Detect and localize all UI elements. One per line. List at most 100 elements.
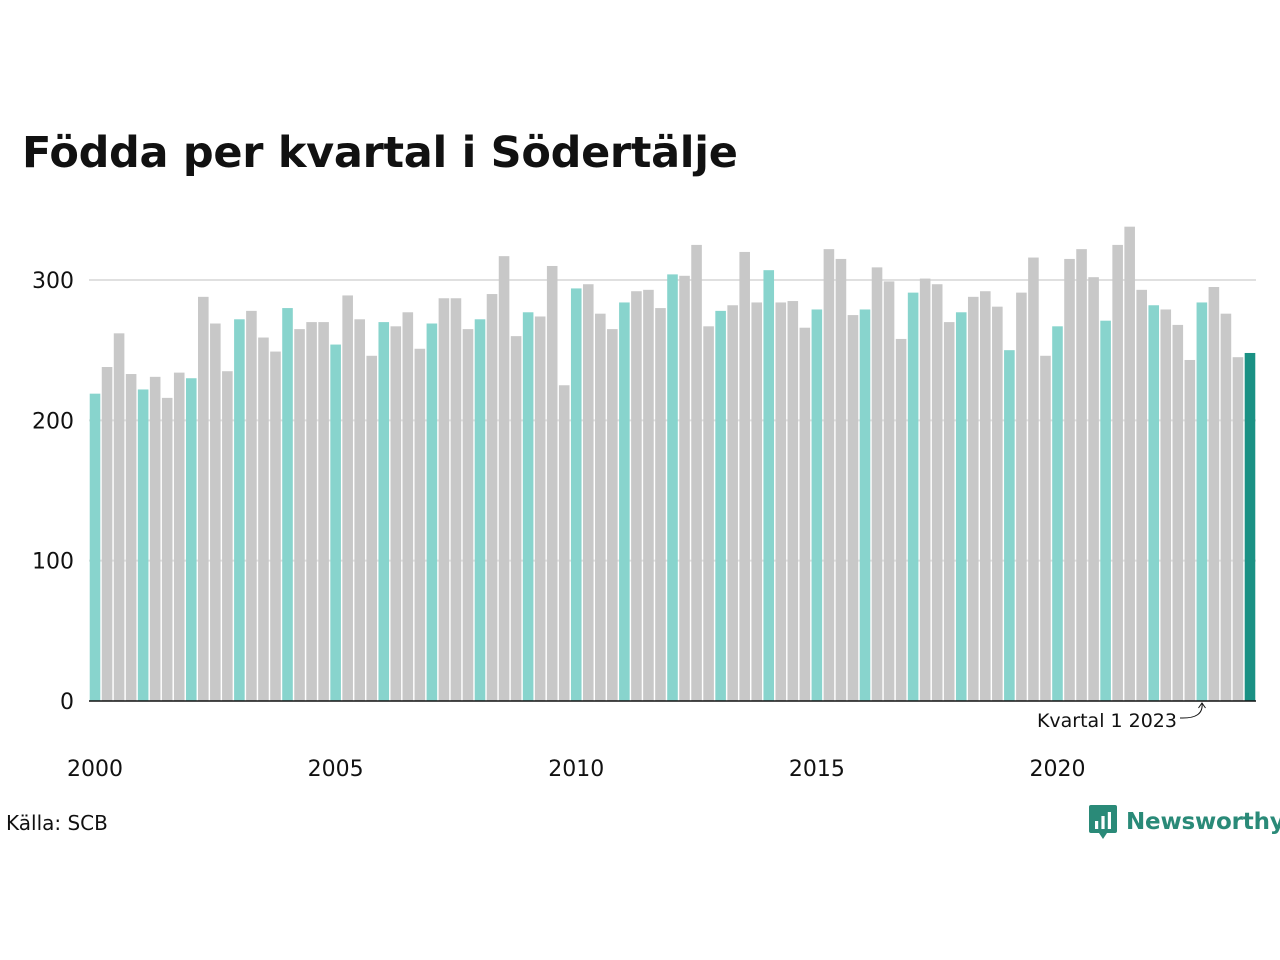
newsworthy-logo: Newsworthy xyxy=(1088,804,1280,840)
bar-2011-q3 xyxy=(643,289,654,701)
bar-2010-q2 xyxy=(582,284,594,701)
bar-2015-q2 xyxy=(823,249,835,702)
bar-2013-q2 xyxy=(727,305,738,701)
y-tick-label: 100 xyxy=(32,550,74,575)
bar-2001-q4 xyxy=(173,372,185,701)
bar-2023-q3 xyxy=(1220,313,1232,701)
bar-2019-q4 xyxy=(1040,355,1051,701)
bar-2005-q4 xyxy=(366,355,378,701)
bar-2018-q3 xyxy=(980,291,991,701)
bar-2009-q2 xyxy=(534,316,546,701)
chart-title: Födda per kvartal i Södertälje xyxy=(22,128,738,178)
bar-2023-q4 xyxy=(1232,357,1244,701)
bar-2015-q3 xyxy=(835,258,847,701)
bar-2022-q1 xyxy=(1148,305,1160,701)
bar-2005-q2 xyxy=(342,295,353,701)
bar-2023-q2 xyxy=(1208,287,1220,701)
bar-2019-q2 xyxy=(1016,292,1027,701)
bar-2013-q1 xyxy=(715,310,726,701)
bar-2015-q1 xyxy=(811,309,823,701)
bar-2014-q2 xyxy=(775,302,787,701)
bar-2011-q2 xyxy=(631,291,642,701)
bar-2003-q2 xyxy=(246,310,257,701)
bar-2018-q4 xyxy=(992,306,1003,701)
bar-2016-q1 xyxy=(859,309,871,701)
bar-2019-q1 xyxy=(1004,350,1015,701)
bar-2022-q2 xyxy=(1160,309,1172,701)
bar-2017-q1 xyxy=(907,292,919,701)
bar-2005-q3 xyxy=(354,319,365,701)
bar-2024-q1 xyxy=(1244,352,1256,701)
bar-2002-q4 xyxy=(222,371,233,701)
bar-2003-q4 xyxy=(270,351,281,701)
newsworthy-logo-icon xyxy=(1089,805,1117,839)
bar-2002-q1 xyxy=(185,378,197,701)
bar-2007-q4 xyxy=(462,329,474,701)
bar-2019-q3 xyxy=(1028,257,1039,701)
bar-2021-q1 xyxy=(1100,320,1111,701)
bar-2017-q4 xyxy=(943,322,955,701)
annotation-arrowhead xyxy=(1198,702,1206,709)
bar-2002-q3 xyxy=(210,323,221,701)
bar-2006-q3 xyxy=(402,312,414,701)
x-tick-label: 2010 xyxy=(548,757,604,782)
x-tick-label: 2015 xyxy=(789,757,845,782)
annotation: Kvartal 1 2023 xyxy=(1037,702,1206,732)
bar-2020-q4 xyxy=(1088,277,1099,701)
bar-2002-q2 xyxy=(198,296,209,701)
axes: 0 100 200 300 2000 2005 2010 2015 2020 xyxy=(32,269,1256,782)
bar-2001-q3 xyxy=(161,397,173,701)
bar-2000-q2 xyxy=(101,367,113,701)
y-tick-label: 200 xyxy=(32,409,74,434)
bar-2012-q4 xyxy=(703,326,714,701)
bar-2008-q1 xyxy=(474,319,486,701)
bar-2004-q4 xyxy=(318,322,329,701)
bar-2014-q3 xyxy=(787,301,799,701)
source-note: Källa: SCB xyxy=(6,811,108,835)
bar-2009-q3 xyxy=(546,265,558,701)
bar-2009-q4 xyxy=(558,385,570,701)
bar-2020-q2 xyxy=(1064,258,1075,701)
bar-2018-q1 xyxy=(955,312,967,701)
bar-2007-q1 xyxy=(426,323,438,701)
bar-2015-q4 xyxy=(847,315,859,701)
bar-2017-q2 xyxy=(919,278,931,701)
bar-2006-q4 xyxy=(414,348,426,701)
bar-2004-q3 xyxy=(306,322,317,701)
x-tick-label: 2000 xyxy=(67,757,123,782)
bar-2000-q3 xyxy=(113,333,125,701)
bar-2007-q3 xyxy=(450,298,462,701)
bar-2020-q1 xyxy=(1052,326,1063,701)
bar-2003-q1 xyxy=(234,319,245,701)
bar-2012-q3 xyxy=(691,244,702,701)
bar-2010-q4 xyxy=(607,329,618,701)
bar-2012-q1 xyxy=(667,274,678,701)
bar-2016-q4 xyxy=(895,338,907,701)
bar-2000-q4 xyxy=(125,374,137,701)
bar-2005-q1 xyxy=(330,344,341,701)
bar-2011-q4 xyxy=(655,308,666,701)
bar-2022-q3 xyxy=(1172,324,1184,701)
bar-2008-q3 xyxy=(498,256,510,701)
bar-2013-q4 xyxy=(751,302,763,701)
newsworthy-logo-text: Newsworthy xyxy=(1126,809,1280,835)
bar-2017-q3 xyxy=(931,284,943,701)
bar-2006-q1 xyxy=(378,322,390,701)
annotation-arrow xyxy=(1179,702,1203,719)
bar-2008-q4 xyxy=(510,336,522,701)
x-tick-label: 2005 xyxy=(308,757,364,782)
bar-2021-q2 xyxy=(1112,244,1123,701)
annotation-label: Kvartal 1 2023 xyxy=(1037,710,1177,732)
bar-2014-q1 xyxy=(763,270,775,701)
bar-2007-q2 xyxy=(438,298,450,701)
bar-2020-q3 xyxy=(1076,249,1087,702)
bar-2004-q1 xyxy=(282,308,293,701)
bar-2000-q1 xyxy=(89,393,101,701)
x-tick-label: 2020 xyxy=(1029,757,1085,782)
bar-2012-q2 xyxy=(679,275,690,701)
bar-2014-q4 xyxy=(799,327,811,701)
bar-2021-q4 xyxy=(1136,289,1147,701)
bar-2008-q2 xyxy=(486,294,498,701)
bar-2011-q1 xyxy=(619,302,630,701)
